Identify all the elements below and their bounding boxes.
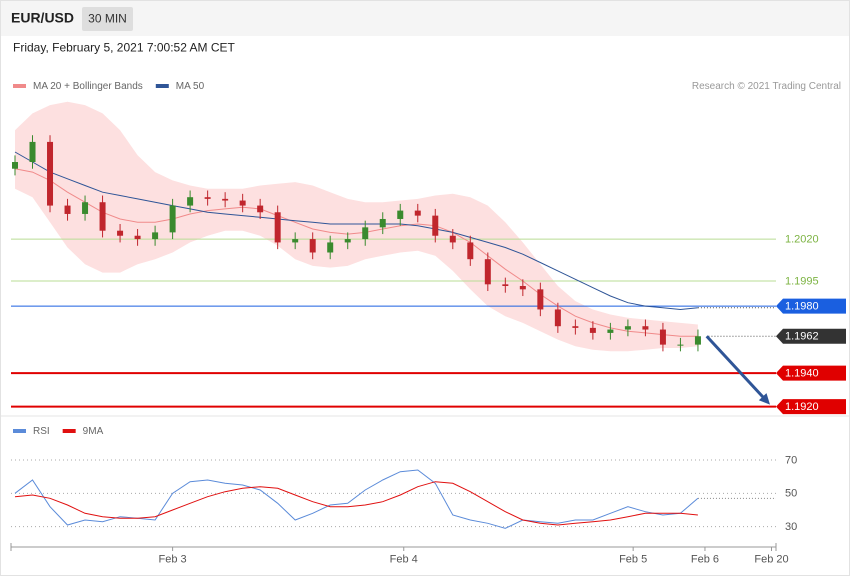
candle-body <box>519 285 526 290</box>
candle-body <box>169 205 176 233</box>
candle-body <box>397 210 404 219</box>
candle-body <box>29 141 36 163</box>
x-tick-label: Feb 5 <box>619 553 647 565</box>
ma-line <box>14 151 698 311</box>
level-tag <box>776 298 846 314</box>
candle-body <box>82 202 89 214</box>
candle-body <box>554 309 561 327</box>
candle-body <box>47 141 54 206</box>
candle-body <box>379 218 386 228</box>
forecast-arrowhead <box>758 393 770 405</box>
legend-swatch <box>62 429 76 433</box>
x-tick-label: Feb 6 <box>691 553 719 565</box>
candle-body <box>274 212 281 243</box>
level-label: 1.1980 <box>785 301 819 313</box>
candle-body <box>222 198 229 201</box>
candle-body <box>239 200 246 206</box>
candle-body <box>624 326 631 330</box>
legend-swatch <box>13 84 26 88</box>
candle-body <box>187 197 194 206</box>
candle-body <box>432 215 439 236</box>
legend-swatch <box>155 84 169 88</box>
candle-body <box>659 329 666 345</box>
legend-label: MA 50 <box>176 81 205 92</box>
candle-body <box>152 232 159 240</box>
candle-body <box>257 205 264 213</box>
header-bar <box>1 1 849 36</box>
candle-body <box>204 197 211 199</box>
level-label: 1.2020 <box>785 233 819 245</box>
candle-body <box>607 329 614 333</box>
symbol: EUR/USD <box>11 10 74 26</box>
candle-body <box>99 202 106 231</box>
level-tag <box>776 328 846 344</box>
interval-box <box>82 7 133 31</box>
level-label: 1.1920 <box>785 401 819 413</box>
candle-body <box>64 205 71 214</box>
y-tick-label: 70 <box>785 454 797 466</box>
forecast-arrow <box>705 335 768 402</box>
candle-body <box>537 289 544 310</box>
legend-label: 9MA <box>83 426 104 437</box>
candle-body <box>414 210 421 216</box>
bollinger-band <box>15 101 698 352</box>
indicator-line <box>14 469 699 529</box>
candle-body <box>677 344 684 346</box>
candle-body <box>642 326 649 330</box>
x-tick-label: Feb 4 <box>390 553 418 565</box>
legend-swatch <box>13 429 26 433</box>
candle-body <box>467 242 474 260</box>
candle-body <box>694 336 701 345</box>
candle-body <box>362 227 369 240</box>
candle-body <box>327 242 334 253</box>
level-tag <box>776 365 846 381</box>
y-tick-label: 30 <box>785 521 797 533</box>
x-tick-label: Feb 3 <box>159 553 187 565</box>
candle-body <box>449 235 456 243</box>
candle-body <box>117 230 124 236</box>
interval: 30 MIN <box>88 12 127 26</box>
level-label: 1.1995 <box>785 275 819 287</box>
candle-body <box>12 162 18 169</box>
candle-body <box>502 284 509 286</box>
candle-body <box>134 235 141 240</box>
level-tag <box>776 399 846 415</box>
indicator-line <box>14 481 698 526</box>
y-tick-label: 50 <box>785 488 797 500</box>
candle-body <box>589 327 596 333</box>
level-label: 1.1962 <box>785 331 819 343</box>
level-label: 1.1940 <box>785 368 819 380</box>
source: Research © 2021 Trading Central <box>692 81 841 92</box>
candle-body <box>344 239 351 243</box>
legend-label: RSI <box>33 426 50 437</box>
candle-body <box>572 326 579 328</box>
timestamp: Friday, February 5, 2021 7:00:52 AM CET <box>13 41 236 55</box>
candle-body <box>484 259 491 285</box>
legend-label: MA 20 + Bollinger Bands <box>33 81 143 92</box>
candle-body <box>292 239 299 243</box>
x-tick-label: Feb 20 <box>754 553 788 565</box>
ma-line <box>14 168 698 337</box>
candle-body <box>309 239 316 253</box>
